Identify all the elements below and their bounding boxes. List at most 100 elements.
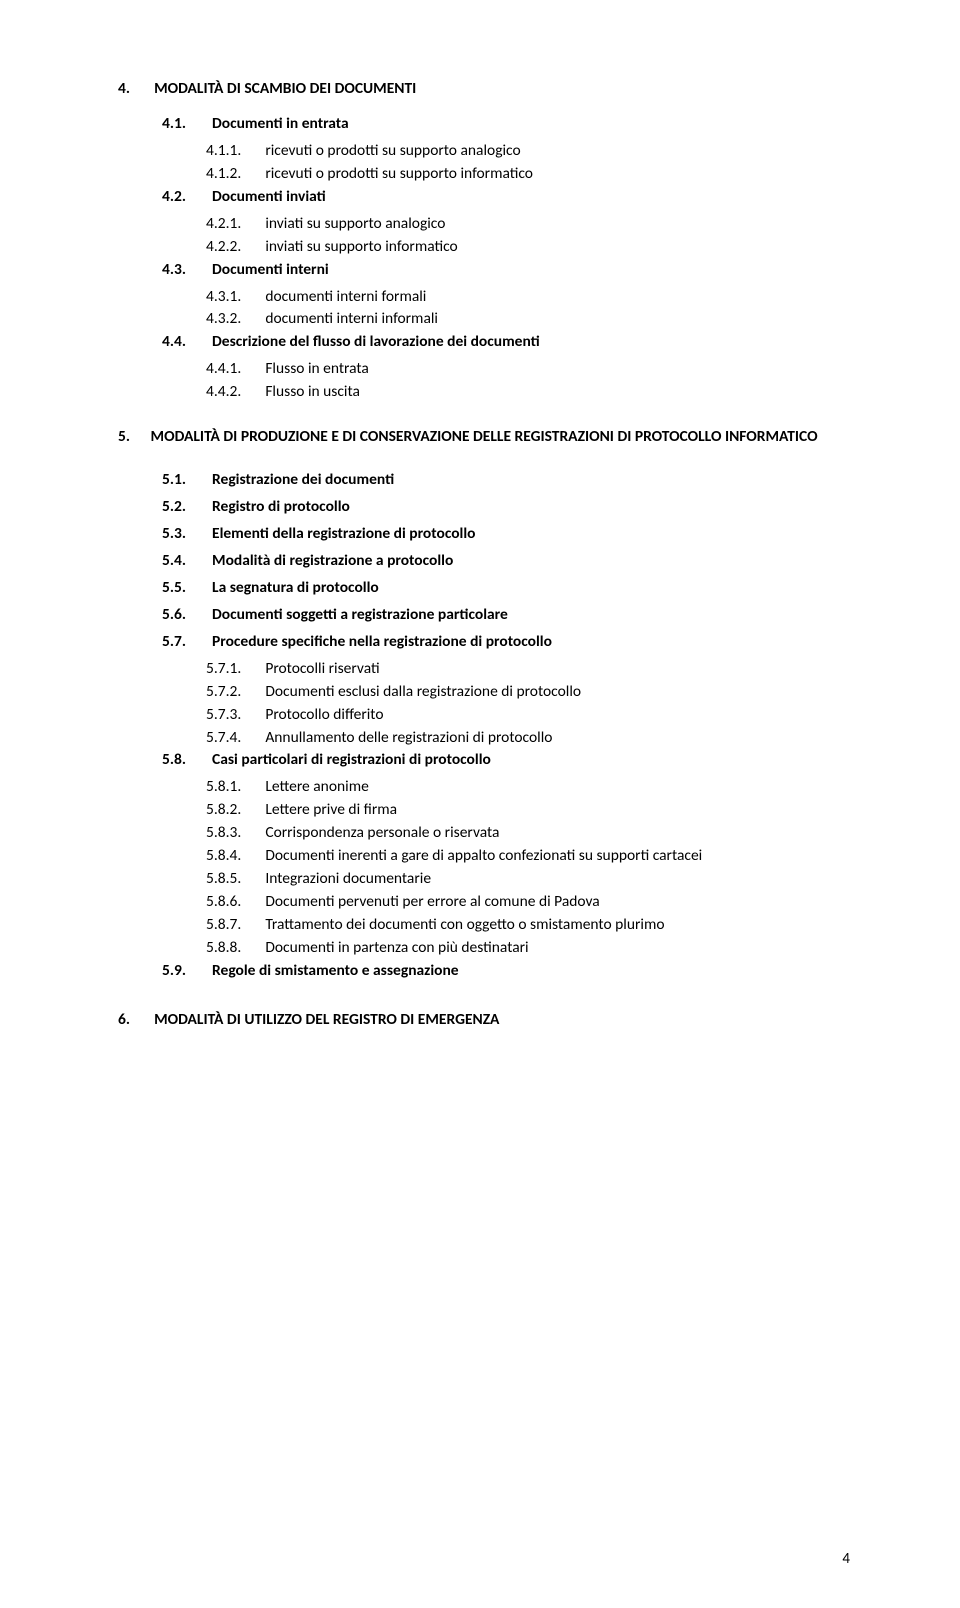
sec4-heading: 4. MODALITÀ DI SCAMBIO DEI DOCUMENTI: [118, 78, 850, 101]
sec5-7-3-num: 5.7.3.: [206, 704, 262, 727]
sec5-8-7-text: Trattamento dei documenti con oggetto o …: [265, 915, 664, 934]
sec5-8-3: 5.8.3. Corrispondenza personale o riserv…: [206, 822, 850, 845]
page-number: 4: [842, 1550, 850, 1568]
sec4-3-1-num: 4.3.1.: [206, 286, 262, 309]
sec4-title: MODALITÀ DI SCAMBIO DEI DOCUMENTI: [154, 79, 416, 98]
sec5-8-3-num: 5.8.3.: [206, 822, 262, 845]
sec5-8-1-num: 5.8.1.: [206, 776, 262, 799]
sec4-3-2: 4.3.2. documenti interni informali: [206, 308, 850, 331]
sec4-4-1-num: 4.4.1.: [206, 358, 262, 381]
sec5-7-1-text: Protocolli riservati: [265, 659, 379, 678]
sec4-3-num: 4.3.: [162, 259, 209, 282]
sec5-6-title: Documenti soggetti a registrazione parti…: [212, 605, 508, 624]
sec5-8-5-num: 5.8.5.: [206, 868, 262, 891]
sec5-4-title: Modalità di registrazione a protocollo: [212, 551, 453, 570]
sec5-8-1-text: Lettere anonime: [265, 777, 368, 796]
sec4-2-1-text: inviati su supporto analogico: [265, 214, 445, 233]
sec5-7-2-text: Documenti esclusi dalla registrazione di…: [265, 682, 581, 701]
sec4-3-1: 4.3.1. documenti interni formali: [206, 286, 850, 309]
sec5-9: 5.9. Regole di smistamento e assegnazion…: [162, 960, 850, 983]
sec4-4: 4.4. Descrizione del flusso di lavorazio…: [162, 331, 850, 354]
sec4-3-2-num: 4.3.2.: [206, 308, 262, 331]
sec5-7-2: 5.7.2. Documenti esclusi dalla registraz…: [206, 681, 850, 704]
sec4-1: 4.1. Documenti in entrata: [162, 113, 850, 136]
sec4-2-1: 4.2.1. inviati su supporto analogico: [206, 213, 850, 236]
sec5-8-4: 5.8.4. Documenti inerenti a gare di appa…: [206, 845, 850, 868]
sec5-3-title: Elementi della registrazione di protocol…: [212, 524, 476, 543]
sec5-heading: 5. MODALITÀ DI PRODUZIONE E DI CONSERVAZ…: [118, 426, 850, 449]
sec4-2-2-num: 4.2.2.: [206, 236, 262, 259]
sec4-4-1-text: Flusso in entrata: [265, 359, 369, 378]
sec5-1-num: 5.1.: [162, 469, 209, 492]
sec5-2-title: Registro di protocollo: [212, 497, 350, 516]
sec4-2-2: 4.2.2. inviati su supporto informatico: [206, 236, 850, 259]
sec5-7-4: 5.7.4. Annullamento delle registrazioni …: [206, 727, 850, 750]
sec4-1-num: 4.1.: [162, 113, 209, 136]
sec5-4: 5.4. Modalità di registrazione a protoco…: [162, 550, 850, 573]
sec5-8-5: 5.8.5. Integrazioni documentarie: [206, 868, 850, 891]
sec5-8-4-text: Documenti inerenti a gare di appalto con…: [265, 846, 702, 865]
sec5-7-3-text: Protocollo differito: [265, 705, 383, 724]
sec4-3-2-text: documenti interni informali: [265, 309, 438, 328]
sec5-3: 5.3. Elementi della registrazione di pro…: [162, 523, 850, 546]
sec5-7-1-num: 5.7.1.: [206, 658, 262, 681]
sec5-5-num: 5.5.: [162, 577, 209, 600]
sec4-3-1-text: documenti interni formali: [265, 287, 426, 306]
sec5-num: 5.: [118, 426, 151, 449]
sec5-8-8-num: 5.8.8.: [206, 937, 262, 960]
sec5-9-num: 5.9.: [162, 960, 209, 983]
sec4-2-2-text: inviati su supporto informatico: [265, 237, 457, 256]
sec5-9-title: Regole di smistamento e assegnazione: [212, 961, 459, 980]
sec6-heading: 6. MODALITÀ DI UTILIZZO DEL REGISTRO DI …: [118, 1009, 850, 1032]
sec5-8-6-text: Documenti pervenuti per errore al comune…: [265, 892, 599, 911]
sec4-2-title: Documenti inviati: [212, 187, 326, 206]
sec5-1: 5.1. Registrazione dei documenti: [162, 469, 850, 492]
sec4-4-2: 4.4.2. Flusso in uscita: [206, 381, 850, 404]
sec4-4-title: Descrizione del flusso di lavorazione de…: [212, 332, 540, 351]
sec5-8-num: 5.8.: [162, 749, 209, 772]
sec4-3-title: Documenti interni: [212, 260, 329, 279]
sec5-5: 5.5. La segnatura di protocollo: [162, 577, 850, 600]
sec5-5-title: La segnatura di protocollo: [212, 578, 379, 597]
sec5-3-num: 5.3.: [162, 523, 209, 546]
sec5-7-3: 5.7.3. Protocollo differito: [206, 704, 850, 727]
sec4-1-2-text: ricevuti o prodotti su supporto informat…: [265, 164, 533, 183]
sec4-2-num: 4.2.: [162, 186, 209, 209]
sec5-8-2-num: 5.8.2.: [206, 799, 262, 822]
sec4-4-2-text: Flusso in uscita: [265, 382, 360, 401]
document-body: 4. MODALITÀ DI SCAMBIO DEI DOCUMENTI 4.1…: [118, 78, 850, 1032]
sec4-1-title: Documenti in entrata: [212, 114, 349, 133]
sec4-4-num: 4.4.: [162, 331, 209, 354]
sec5-8: 5.8. Casi particolari di registrazioni d…: [162, 749, 850, 772]
sec5-7-title: Procedure specifiche nella registrazione…: [212, 632, 552, 651]
sec5-8-6: 5.8.6. Documenti pervenuti per errore al…: [206, 891, 850, 914]
sec5-8-title: Casi particolari di registrazioni di pro…: [212, 750, 491, 769]
sec5-title: MODALITÀ DI PRODUZIONE E DI CONSERVAZION…: [151, 426, 850, 449]
sec5-7-num: 5.7.: [162, 631, 209, 654]
sec4-3: 4.3. Documenti interni: [162, 259, 850, 282]
sec5-1-title: Registrazione dei documenti: [212, 470, 394, 489]
sec5-7-1: 5.7.1. Protocolli riservati: [206, 658, 850, 681]
sec5-8-1: 5.8.1. Lettere anonime: [206, 776, 850, 799]
sec4-1-2: 4.1.2. ricevuti o prodotti su supporto i…: [206, 163, 850, 186]
sec4-1-1-num: 4.1.1.: [206, 140, 262, 163]
sec4-4-1: 4.4.1. Flusso in entrata: [206, 358, 850, 381]
sec4-2: 4.2. Documenti inviati: [162, 186, 850, 209]
sec4-2-1-num: 4.2.1.: [206, 213, 262, 236]
sec5-8-7: 5.8.7. Trattamento dei documenti con ogg…: [206, 914, 850, 937]
sec5-4-num: 5.4.: [162, 550, 209, 573]
sec5-7-4-text: Annullamento delle registrazioni di prot…: [265, 728, 552, 747]
sec5-8-6-num: 5.8.6.: [206, 891, 262, 914]
sec6-title: MODALITÀ DI UTILIZZO DEL REGISTRO DI EME…: [154, 1010, 499, 1029]
sec6-num: 6.: [118, 1009, 151, 1032]
sec5-8-8-text: Documenti in partenza con più destinatar…: [265, 938, 528, 957]
sec4-1-2-num: 4.1.2.: [206, 163, 262, 186]
sec5-8-4-num: 5.8.4.: [206, 845, 262, 868]
sec5-8-8: 5.8.8. Documenti in partenza con più des…: [206, 937, 850, 960]
sec5-2: 5.2. Registro di protocollo: [162, 496, 850, 519]
sec5-8-7-num: 5.8.7.: [206, 914, 262, 937]
sec5-7: 5.7. Procedure specifiche nella registra…: [162, 631, 850, 654]
sec5-6: 5.6. Documenti soggetti a registrazione …: [162, 604, 850, 627]
sec5-7-2-num: 5.7.2.: [206, 681, 262, 704]
sec4-num: 4.: [118, 78, 151, 101]
